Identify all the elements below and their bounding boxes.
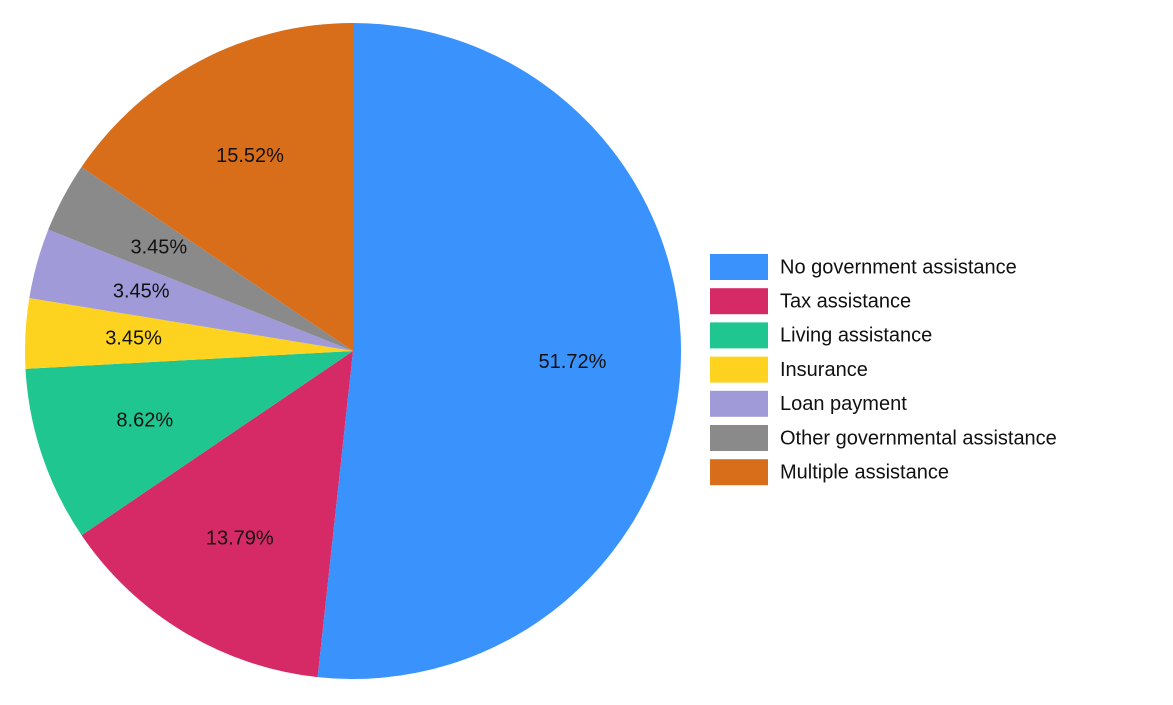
legend-swatch	[710, 288, 768, 315]
legend-label: No government assistance	[780, 256, 1017, 278]
pie-slice	[48, 166, 354, 351]
legend-swatch	[710, 459, 768, 486]
legend-label: Insurance	[780, 359, 868, 381]
legend-label: Loan payment	[780, 393, 907, 415]
pie-slice	[81, 23, 353, 351]
data-label: 8.62%	[116, 410, 173, 432]
legend-swatch	[710, 425, 768, 451]
legend-label: Other governmental assistance	[780, 427, 1057, 449]
legend-label: Living assistance	[780, 325, 932, 347]
pie-slice	[25, 351, 353, 536]
data-label: 51.72%	[539, 351, 607, 373]
pie-slice	[317, 23, 682, 680]
data-label: 15.52%	[216, 145, 284, 167]
legend-swatch	[710, 356, 768, 383]
pie-slice	[25, 298, 354, 369]
legend-swatch	[710, 254, 768, 280]
legend-label: Tax assistance	[780, 290, 911, 312]
legend-label: Multiple assistance	[780, 461, 949, 483]
legend-swatch	[710, 322, 768, 349]
pie-slice	[29, 229, 353, 351]
data-label: 3.45%	[113, 281, 170, 303]
legend-swatch	[710, 390, 768, 417]
data-label: 13.79%	[206, 528, 274, 550]
data-label: 3.45%	[105, 327, 162, 349]
data-label: 3.45%	[130, 236, 187, 258]
pie-slice	[81, 351, 354, 678]
